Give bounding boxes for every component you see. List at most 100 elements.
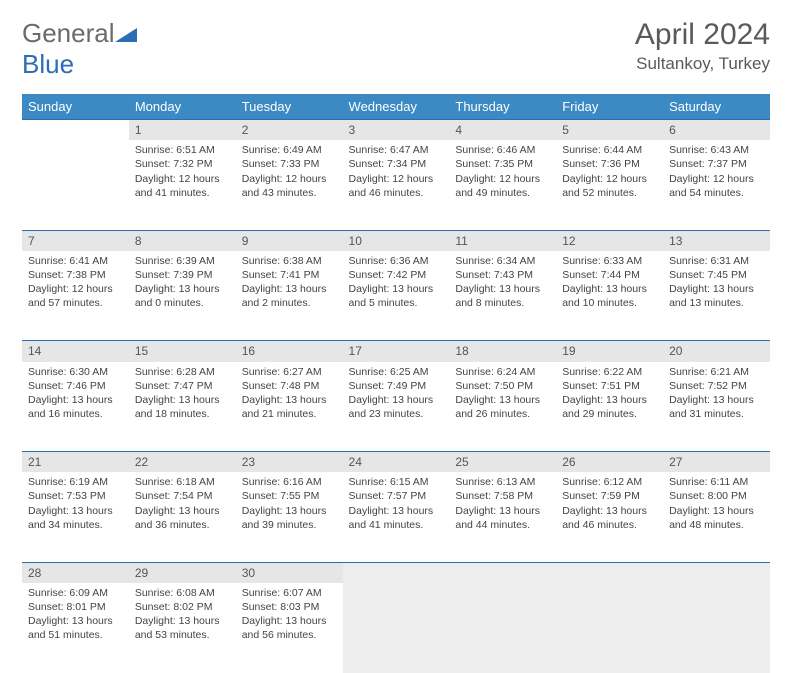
daylight-line1: Daylight: 13 hours [669, 504, 764, 518]
day-content-cell: Sunrise: 6:27 AMSunset: 7:48 PMDaylight:… [236, 362, 343, 452]
sunrise-line: Sunrise: 6:51 AM [135, 143, 230, 157]
daylight-line1: Daylight: 13 hours [669, 393, 764, 407]
day-content-cell: Sunrise: 6:47 AMSunset: 7:34 PMDaylight:… [343, 140, 450, 230]
daylight-line2: and 39 minutes. [242, 518, 337, 532]
daylight-line1: Daylight: 12 hours [455, 172, 550, 186]
daylight-line2: and 51 minutes. [28, 628, 123, 642]
day-number-cell: 20 [663, 341, 770, 362]
sunrise-line: Sunrise: 6:36 AM [349, 254, 444, 268]
daylight-line2: and 57 minutes. [28, 296, 123, 310]
daylight-line1: Daylight: 13 hours [455, 393, 550, 407]
logo: GeneralBlue [22, 18, 137, 80]
sunset-line: Sunset: 7:34 PM [349, 157, 444, 171]
weekday-header: Saturday [663, 94, 770, 120]
daylight-line1: Daylight: 13 hours [28, 614, 123, 628]
day-number-cell: 29 [129, 562, 236, 583]
sunrise-line: Sunrise: 6:19 AM [28, 475, 123, 489]
day-content-cell: Sunrise: 6:33 AMSunset: 7:44 PMDaylight:… [556, 251, 663, 341]
sunset-line: Sunset: 7:39 PM [135, 268, 230, 282]
daylight-line1: Daylight: 13 hours [349, 504, 444, 518]
logo-text: GeneralBlue [22, 18, 137, 80]
daylight-line2: and 34 minutes. [28, 518, 123, 532]
day-number-cell: 8 [129, 230, 236, 251]
sunset-line: Sunset: 7:49 PM [349, 379, 444, 393]
daylight-line2: and 2 minutes. [242, 296, 337, 310]
daylight-line1: Daylight: 13 hours [562, 393, 657, 407]
day-content-cell: Sunrise: 6:30 AMSunset: 7:46 PMDaylight:… [22, 362, 129, 452]
sunset-line: Sunset: 7:57 PM [349, 489, 444, 503]
sunrise-line: Sunrise: 6:34 AM [455, 254, 550, 268]
day-content-cell: Sunrise: 6:08 AMSunset: 8:02 PMDaylight:… [129, 583, 236, 673]
sunrise-line: Sunrise: 6:33 AM [562, 254, 657, 268]
day-number-cell [663, 562, 770, 583]
sunrise-line: Sunrise: 6:22 AM [562, 365, 657, 379]
day-content-cell: Sunrise: 6:18 AMSunset: 7:54 PMDaylight:… [129, 472, 236, 562]
day-number-cell: 17 [343, 341, 450, 362]
daylight-line1: Daylight: 12 hours [242, 172, 337, 186]
day-number-cell: 23 [236, 452, 343, 473]
daylight-line2: and 18 minutes. [135, 407, 230, 421]
daylight-line2: and 10 minutes. [562, 296, 657, 310]
sunrise-line: Sunrise: 6:15 AM [349, 475, 444, 489]
day-content-cell: Sunrise: 6:07 AMSunset: 8:03 PMDaylight:… [236, 583, 343, 673]
sunset-line: Sunset: 7:33 PM [242, 157, 337, 171]
day-content-cell [22, 140, 129, 230]
day-content-cell: Sunrise: 6:28 AMSunset: 7:47 PMDaylight:… [129, 362, 236, 452]
daylight-line2: and 53 minutes. [135, 628, 230, 642]
content-row: Sunrise: 6:41 AMSunset: 7:38 PMDaylight:… [22, 251, 770, 341]
day-content-cell [449, 583, 556, 673]
daynum-row: 21222324252627 [22, 452, 770, 473]
content-row: Sunrise: 6:51 AMSunset: 7:32 PMDaylight:… [22, 140, 770, 230]
daylight-line2: and 48 minutes. [669, 518, 764, 532]
daylight-line2: and 41 minutes. [135, 186, 230, 200]
header: GeneralBlue April 2024 Sultankoy, Turkey [22, 18, 770, 80]
daylight-line1: Daylight: 13 hours [135, 614, 230, 628]
sunrise-line: Sunrise: 6:27 AM [242, 365, 337, 379]
daylight-line2: and 8 minutes. [455, 296, 550, 310]
day-content-cell: Sunrise: 6:24 AMSunset: 7:50 PMDaylight:… [449, 362, 556, 452]
daylight-line2: and 43 minutes. [242, 186, 337, 200]
day-number-cell: 19 [556, 341, 663, 362]
daylight-line1: Daylight: 13 hours [242, 282, 337, 296]
weekday-header: Tuesday [236, 94, 343, 120]
sunrise-line: Sunrise: 6:41 AM [28, 254, 123, 268]
day-number-cell: 30 [236, 562, 343, 583]
sunset-line: Sunset: 8:03 PM [242, 600, 337, 614]
daylight-line1: Daylight: 12 hours [562, 172, 657, 186]
daynum-row: 14151617181920 [22, 341, 770, 362]
daylight-line2: and 56 minutes. [242, 628, 337, 642]
sunrise-line: Sunrise: 6:13 AM [455, 475, 550, 489]
sunrise-line: Sunrise: 6:07 AM [242, 586, 337, 600]
sunset-line: Sunset: 7:51 PM [562, 379, 657, 393]
daylight-line2: and 44 minutes. [455, 518, 550, 532]
sunset-line: Sunset: 7:41 PM [242, 268, 337, 282]
day-number-cell: 3 [343, 120, 450, 141]
day-number-cell: 22 [129, 452, 236, 473]
day-number-cell: 10 [343, 230, 450, 251]
daylight-line1: Daylight: 13 hours [135, 393, 230, 407]
sunrise-line: Sunrise: 6:16 AM [242, 475, 337, 489]
day-content-cell: Sunrise: 6:34 AMSunset: 7:43 PMDaylight:… [449, 251, 556, 341]
day-number-cell: 25 [449, 452, 556, 473]
sunrise-line: Sunrise: 6:12 AM [562, 475, 657, 489]
weekday-header: Sunday [22, 94, 129, 120]
day-number-cell: 12 [556, 230, 663, 251]
sunset-line: Sunset: 7:47 PM [135, 379, 230, 393]
daylight-line2: and 46 minutes. [349, 186, 444, 200]
sunrise-line: Sunrise: 6:46 AM [455, 143, 550, 157]
sunset-line: Sunset: 8:00 PM [669, 489, 764, 503]
day-content-cell: Sunrise: 6:22 AMSunset: 7:51 PMDaylight:… [556, 362, 663, 452]
day-number-cell: 1 [129, 120, 236, 141]
daylight-line2: and 54 minutes. [669, 186, 764, 200]
sunset-line: Sunset: 8:02 PM [135, 600, 230, 614]
sunset-line: Sunset: 7:43 PM [455, 268, 550, 282]
calendar-head: SundayMondayTuesdayWednesdayThursdayFrid… [22, 94, 770, 120]
logo-triangle-icon [115, 24, 137, 42]
daylight-line2: and 52 minutes. [562, 186, 657, 200]
day-content-cell: Sunrise: 6:51 AMSunset: 7:32 PMDaylight:… [129, 140, 236, 230]
day-number-cell: 15 [129, 341, 236, 362]
weekday-header: Friday [556, 94, 663, 120]
location: Sultankoy, Turkey [635, 54, 770, 74]
day-number-cell [449, 562, 556, 583]
day-number-cell: 5 [556, 120, 663, 141]
